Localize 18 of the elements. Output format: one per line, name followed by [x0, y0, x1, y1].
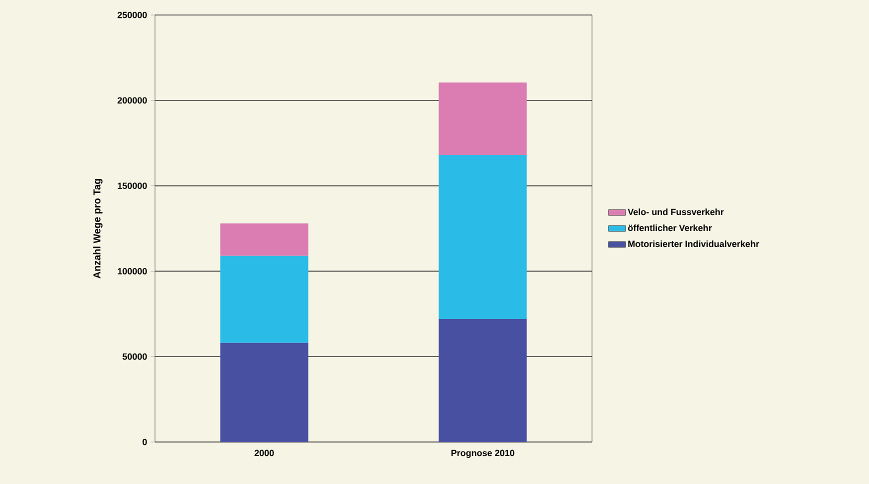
legend-label: öffentlicher Verkehr [628, 224, 712, 232]
bar [220, 256, 308, 343]
bar [438, 155, 527, 320]
bar [220, 342, 308, 442]
x-tick-label: Prognose 2010 [451, 450, 514, 458]
x-tick-label: 2000 [254, 450, 274, 456]
bar [438, 82, 527, 156]
y-tick-label: 0 [142, 438, 147, 446]
y-tick-label: 50000 [122, 353, 147, 360]
bar [438, 319, 527, 442]
y-tick-label: 150000 [118, 182, 147, 189]
y-axis-title: Anzahl Wege pro Tag [93, 178, 102, 278]
y-tick-label: 200000 [118, 97, 147, 104]
legend-label: Velo- und Fussverkehr [628, 208, 724, 216]
bar [220, 223, 308, 256]
legend-label: Motorisierter Individualverkehr [628, 240, 760, 248]
y-tick-label: 100000 [118, 268, 147, 274]
y-tick-label: 250000 [118, 12, 147, 18]
